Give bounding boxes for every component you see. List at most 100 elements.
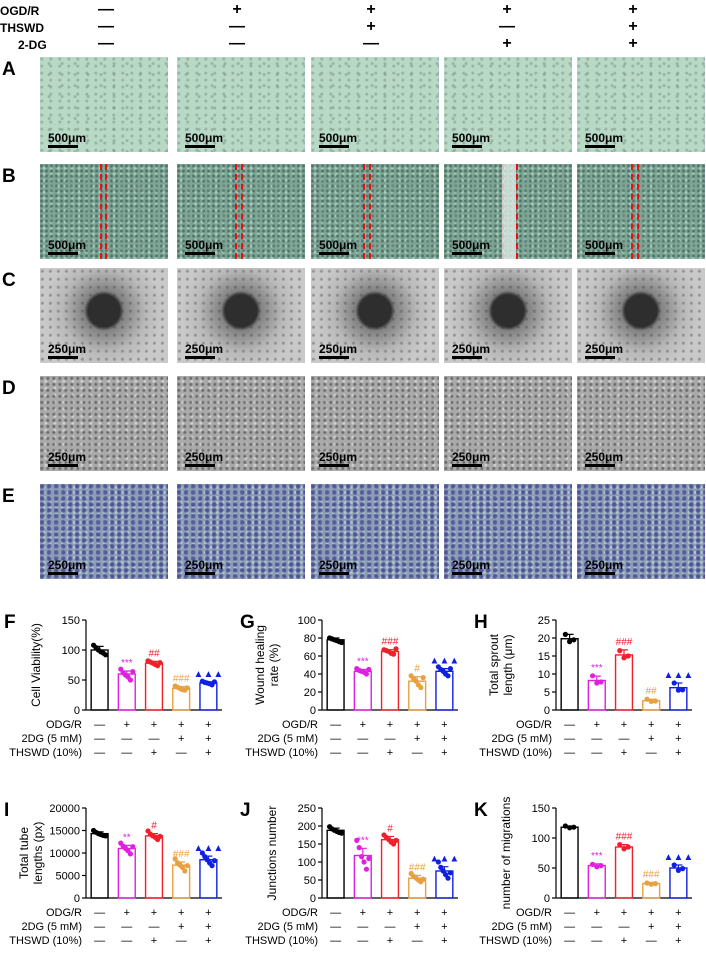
data-point (671, 862, 677, 868)
data-point (617, 842, 623, 848)
bar (326, 639, 345, 711)
condition-label: OGD/R (282, 719, 318, 731)
data-point (675, 867, 681, 873)
scale-bar-line (452, 356, 482, 359)
condition-sign: — (646, 747, 657, 759)
scale-bar-line (319, 464, 349, 467)
condition-sign: — (330, 747, 341, 759)
y-tick-label: 15000 (49, 826, 80, 838)
data-point (356, 845, 362, 851)
data-point (363, 866, 370, 872)
panel-letter: F (4, 612, 16, 633)
scale-bar-label: 500μm (452, 131, 491, 145)
scale-bar: 500μm (452, 239, 490, 255)
y-axis-label-line: rate (%) (267, 644, 281, 687)
condition-sign: — (94, 719, 105, 731)
micrograph: 250μm (40, 376, 168, 471)
condition-sign: — (412, 935, 423, 947)
header-sign: + (232, 1, 242, 18)
header-sign: — (98, 18, 114, 35)
data-point (625, 653, 631, 659)
scale-bar-line (585, 252, 615, 255)
condition-sign: + (675, 907, 681, 919)
micrograph: 500μm (177, 164, 305, 259)
scale-bar: 500μm (319, 239, 357, 255)
condition-label: 2DG (5 mM) (492, 921, 553, 933)
scale-bar: 250μm (319, 343, 357, 359)
scale-bar: 500μm (48, 132, 86, 148)
wound-edge-line (369, 164, 371, 259)
condition-sign: + (387, 719, 393, 731)
bar (435, 670, 454, 711)
condition-sign: — (564, 733, 575, 745)
significance-label: ▲▲▲ (430, 854, 460, 865)
condition-sign: — (94, 747, 105, 759)
condition-sign: — (149, 733, 160, 745)
condition-sign: — (619, 733, 630, 745)
condition-label: 2DG (5 mM) (22, 733, 83, 745)
data-point (680, 866, 686, 872)
micrograph: 250μm (177, 484, 305, 579)
condition-sign: — (412, 747, 423, 759)
scale-bar-label: 500μm (319, 131, 358, 145)
significance-label: ▲▲▲ (194, 669, 224, 680)
header-sign: — (363, 35, 379, 52)
micrograph: 250μm (444, 484, 572, 579)
condition-sign: — (330, 733, 341, 745)
condition-sign: — (121, 935, 132, 947)
data-point (675, 687, 681, 693)
data-point (354, 837, 360, 843)
panel-letter: B (2, 166, 16, 187)
header-sign: — (229, 35, 245, 52)
scale-bar: 250μm (185, 559, 223, 575)
wound-edge-line (235, 164, 237, 259)
scale-bar-line (185, 252, 215, 255)
condition-label: THSWD (10%) (9, 935, 82, 947)
condition-sign: + (205, 907, 211, 919)
condition-label: ODG/R (282, 907, 318, 919)
significance-label: ## (148, 648, 160, 659)
condition-sign: — (357, 747, 368, 759)
y-tick-label: 5000 (56, 871, 80, 883)
micrograph: 500μm (577, 57, 705, 152)
y-tick-label: 20 (538, 633, 550, 645)
micrograph: 250μm (444, 268, 572, 363)
condition-sign: + (178, 907, 184, 919)
scale-bar-label: 500μm (185, 131, 224, 145)
bar (90, 832, 109, 899)
header-row-label: 2-DG (18, 38, 47, 52)
scale-bar-line (585, 145, 615, 148)
y-tick-label: 25 (538, 615, 550, 627)
y-tick-label: 50 (304, 875, 316, 887)
condition-label: THSWD (10%) (245, 935, 318, 947)
bar (614, 846, 634, 899)
condition-sign: + (205, 733, 211, 745)
data-point (103, 833, 109, 839)
scale-bar-label: 250μm (452, 450, 491, 464)
micrograph: 250μm (311, 268, 439, 363)
header-sign: — (499, 18, 515, 35)
condition-sign: + (205, 935, 211, 947)
y-tick-label: 100 (532, 833, 550, 845)
significance-label: ### (643, 869, 660, 880)
wound-edge-line (100, 164, 102, 259)
data-point (363, 671, 370, 677)
y-tick-label: 10000 (49, 848, 80, 860)
condition-label: OGD/R (516, 719, 552, 731)
data-point (157, 833, 163, 839)
header-sign: + (502, 35, 512, 52)
data-point (571, 824, 577, 830)
scale-bar-label: 500μm (185, 238, 224, 252)
y-tick-label: 100 (298, 615, 316, 627)
condition-sign: + (441, 733, 447, 745)
condition-sign: + (675, 747, 681, 759)
y-axis-label-line: Wound healing (253, 625, 267, 705)
condition-sign: + (387, 935, 393, 947)
bar (614, 654, 634, 711)
scale-bar-line (319, 572, 349, 575)
significance-label: # (151, 821, 157, 832)
data-point (420, 876, 426, 882)
scale-bar-line (185, 572, 215, 575)
scale-bar-label: 500μm (48, 131, 87, 145)
